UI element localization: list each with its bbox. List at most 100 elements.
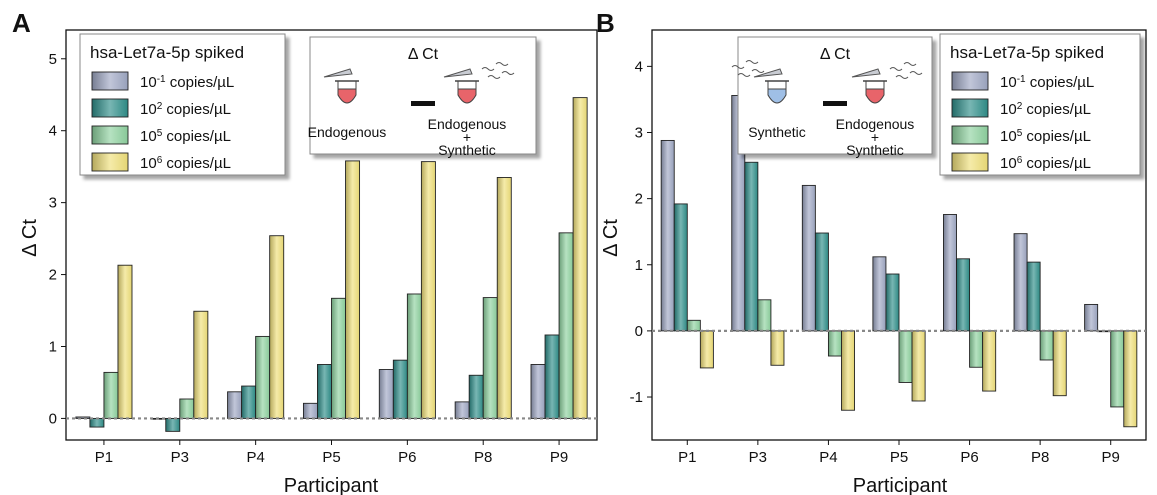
panel-a-inset-right-molecules-strand-1 [495,62,509,66]
panel-b-bar-p5-s0 [872,256,887,332]
panel-a-inset-right-label-1: + [463,129,471,145]
panel-a-bar-p9-s0 [530,364,546,419]
panel-b-xtick-label-p1: P1 [678,449,696,466]
panel-b-ytick-label-3: 2 [635,191,643,208]
panel-b-legend: hsa-Let7a-5p spiked 10-1 copies/µL 102 cop… [939,33,1141,176]
panel-a-inset-left-tube [335,80,359,104]
panel-a-bar-p5-s1 [317,364,332,419]
panel-b-xtick-label-p5: P5 [890,449,908,466]
panel-a-bar-p3-s1 [165,417,181,432]
panel-a-bar-p4-s2 [255,335,271,419]
panel-b-bar-p9-s0 [1084,303,1099,332]
panel-a-legend-swatch-0 [91,71,129,91]
panel-b-inset-left-molecules-strand-3 [751,69,765,73]
panel-a-inset-right-label-0: Endogenous [428,116,507,132]
panel-b-inset-left-tube [765,80,789,104]
panel-a-bar-p1-s2 [103,371,119,419]
panel-a-label: A [12,8,31,38]
panel-a-bar-p1-s1 [89,417,105,428]
panel-b-xtick-label-p6: P6 [960,449,978,466]
panel-a-bar-p6-s1 [392,359,408,419]
panel-b-bar-p5-s1 [885,273,900,332]
panel-a-ytick-label-0: 0 [49,410,57,427]
panel-a-bar-p9-s3 [572,97,588,419]
panel-a-bar-p8-s1 [468,374,484,419]
panel-a-plot: 0 1 2 3 4 5 P1 P3 P4 P5 P6 P8 P9 hsa-Let7a-5p spiked 1… [49,29,598,466]
panel-b-ylabel: Δ Ct [600,219,622,257]
panel-a-xtick-label-p6: P6 [398,449,416,466]
panel-b-xtick-label-p3: P3 [749,449,767,466]
panel-a-bar-p8-s2 [482,297,498,419]
panel-a-bar-p8-s0 [454,401,470,419]
panel-b-inset-right-pipette [851,68,881,78]
panel-a-xtick-label-p4: P4 [246,449,264,466]
panel-b-legend-label-2: 105 copies/µL [1000,128,1091,146]
panel-a-bar-p3-s3 [193,310,209,419]
panel-a-ylabel: Δ Ct [19,219,41,257]
panel-b-inset-right-molecules-strand-0 [889,67,903,71]
panel-b-inset-left-pipette [753,68,783,78]
panel-b-bar-p1-s3 [699,330,714,369]
panel-a-bar-p4-s1 [241,385,257,419]
panel-a-xtick-label-p3: P3 [171,449,189,466]
panel-a: A Δ Ct Participant 0 1 2 3 4 5 P1 P3 P4 P5 P6 P8 P9 h… [12,8,598,495]
panel-b-xlabel: Participant [853,475,948,495]
panel-a-xtick-label-p8: P8 [474,449,492,466]
panel-b-legend-label-3: 106 copies/µL [1000,155,1091,173]
panel-a-xtick-label-p1: P1 [95,449,113,466]
panel-a-legend-label-2: 105 copies/µL [140,128,231,146]
panel-a-inset-right-pipette [443,68,473,78]
panel-a-ytick-label-1: 1 [49,338,57,355]
panel-b-legend-label-0: 10-1 copies/µL [1000,74,1094,92]
panel-b-bar-p6-s0 [943,214,957,332]
panel-a-xtick-label-p9: P9 [550,449,568,466]
panel-a-bar-p5-s2 [331,297,346,419]
panel-a-bar-p1-s0 [75,416,91,419]
panel-a-legend-swatch-1 [91,98,129,118]
panel-a-inset-right-tube [455,80,479,104]
panel-a-bar-p6-s3 [420,161,436,419]
panel-b-bar-p9-s3 [1123,330,1138,428]
panel-b-inset-right-molecules-strand-2 [895,75,909,79]
panel-b-bar-p6-s2 [969,330,984,368]
panel-b-bar-p8-s0 [1013,233,1028,332]
panel-a-inset-title: Δ Ct [408,46,439,63]
panel-a-inset-left-pipette [323,68,353,78]
panel-b-legend-swatch-2 [951,125,989,145]
panel-a-bar-p6-s2 [406,293,422,419]
panel-b-inset-left-label: Synthetic [748,124,806,140]
panel-a-legend-label-1: 102 copies/µL [140,101,231,119]
panel-a-xlabel: Participant [284,475,379,495]
panel-b-bar-p5-s2 [898,330,913,383]
panel-b-bar-p8-s1 [1026,261,1041,332]
panel-b-ytick-label-0: -1 [630,389,643,406]
panel-b-ytick-label-4: 3 [635,125,643,142]
panel-b-bar-p8-s2 [1039,330,1054,361]
panel-b-xtick-label-p8: P8 [1031,449,1049,466]
panel-b-inset-left-molecules-strand-1 [745,60,759,64]
panel-b-legend-title: hsa-Let7a-5p spiked [950,43,1104,62]
panel-b-bar-p4-s1 [814,232,829,332]
panel-a-bar-p3-s2 [179,398,195,419]
panel-a-inset-right-molecules-strand-3 [501,71,515,75]
panel-b-bar-p6-s3 [982,330,997,392]
panel-a-legend-swatch-3 [91,152,129,172]
panel-a-inset-minus [411,101,435,106]
panel-b-plot: -1 0 1 2 3 4 P1 P3 P4 P5 P6 P8 P9 hsa-Let7a-5p spiked… [630,29,1147,466]
panel-a-legend-swatch-2 [91,125,129,145]
panel-b-inset-right-label-0: Endogenous [836,116,915,132]
panel-a-legend: hsa-Let7a-5p spiked 10-1 copies/µL 102 cop… [79,33,286,176]
panel-b-inset-right-molecules-strand-3 [909,71,923,75]
panel-b-legend-swatch-3 [951,152,989,172]
panel-b-bar-p4-s2 [827,330,842,357]
panel-a-ytick-label-3: 3 [49,195,57,212]
panel-a-legend-label-0: 10-1 copies/µL [140,74,234,92]
panel-b-inset-left-molecules-strand-0 [731,65,745,69]
panel-b-legend-swatch-1 [951,98,989,118]
panel-b-bar-p1-s0 [660,139,675,332]
panel-b-bar-p8-s3 [1052,330,1067,397]
panel-a-inset-left-label: Endogenous [308,124,387,140]
